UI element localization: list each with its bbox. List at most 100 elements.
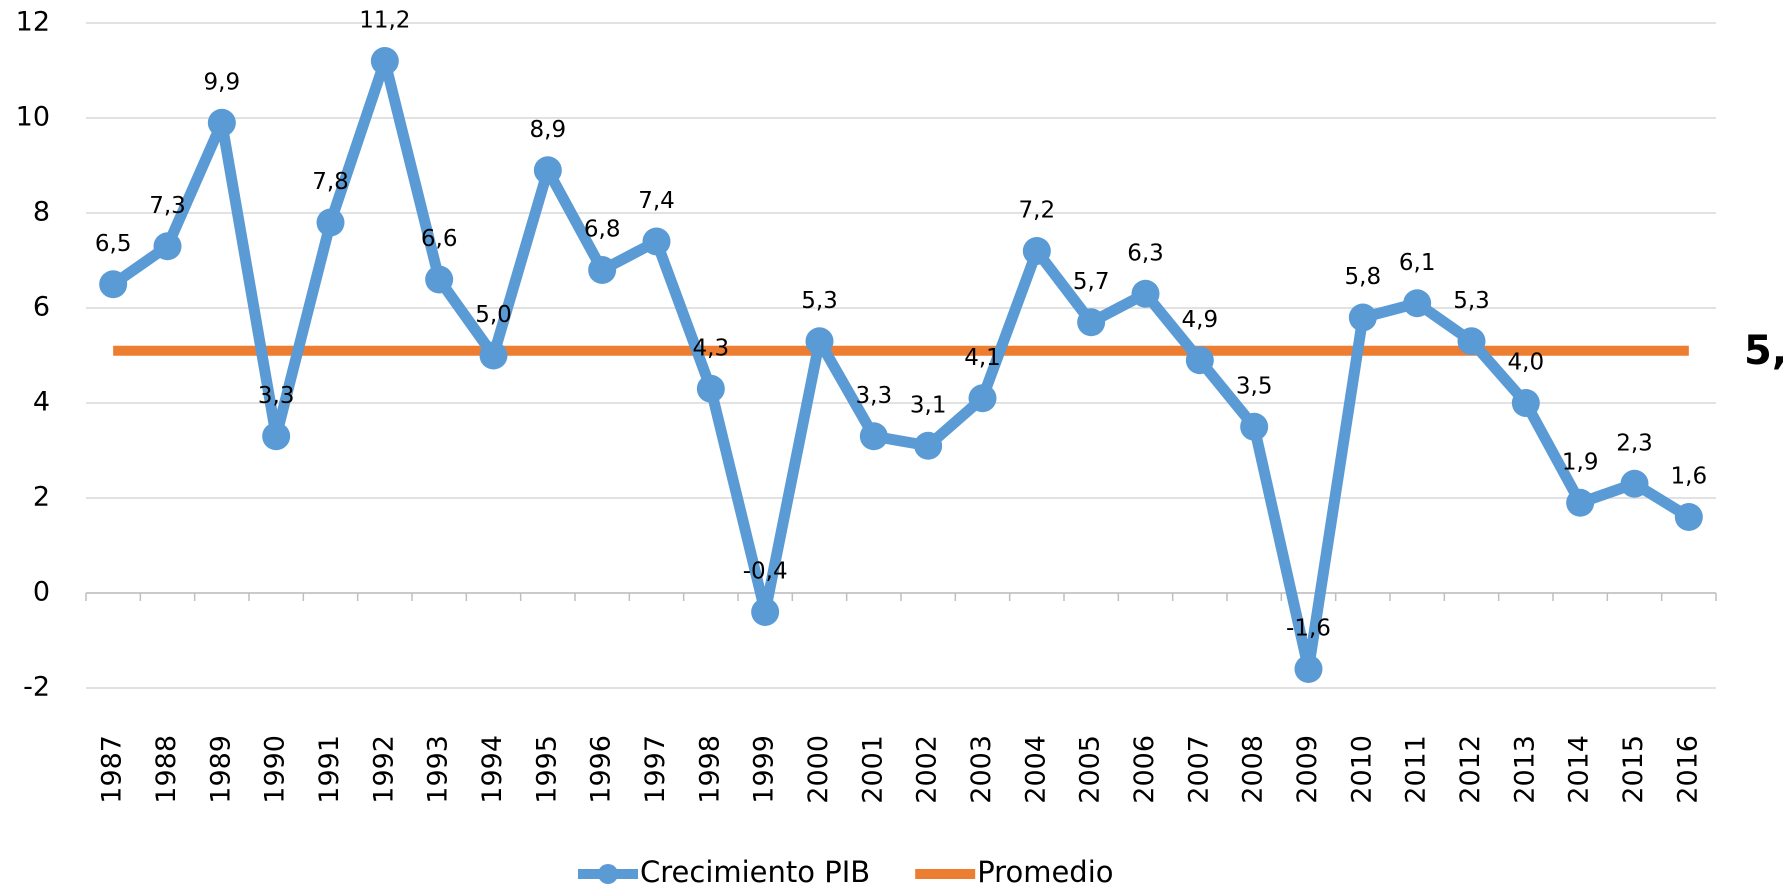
- x-tick-label: 1990: [260, 735, 291, 804]
- data-label: 2,3: [1616, 430, 1653, 456]
- data-label: 5,1: [1744, 328, 1784, 374]
- legend-marker: [598, 864, 618, 884]
- x-tick-label: 2010: [1346, 735, 1377, 804]
- data-label: 7,3: [149, 193, 186, 219]
- legend-label: Promedio: [977, 855, 1113, 888]
- data-label: 6,3: [1127, 240, 1164, 266]
- marker: [99, 270, 128, 299]
- x-tick-label: 1997: [640, 735, 671, 804]
- y-tick-label: 2: [33, 482, 50, 513]
- data-label: 4,3: [693, 335, 730, 361]
- x-tick-label: 1998: [694, 735, 725, 804]
- data-label: 5,3: [1453, 288, 1490, 314]
- data-label: 3,3: [856, 383, 893, 409]
- data-label: 4,1: [964, 345, 1001, 371]
- y-tick-label: -2: [23, 672, 50, 703]
- data-label: 6,5: [95, 231, 132, 257]
- data-label: 6,1: [1399, 250, 1436, 276]
- data-label: -0,4: [743, 559, 788, 585]
- marker: [1457, 327, 1486, 356]
- data-label: 7,8: [312, 169, 349, 195]
- x-tick-label: 1996: [586, 735, 617, 804]
- x-tick-label: 2003: [966, 735, 997, 804]
- y-tick-label: 8: [33, 197, 50, 228]
- marker: [533, 156, 562, 185]
- x-tick-label: 2012: [1455, 735, 1486, 804]
- marker: [153, 232, 182, 261]
- x-tick-label: 1987: [97, 735, 128, 804]
- marker: [1185, 346, 1214, 375]
- marker: [642, 227, 671, 256]
- marker: [1348, 303, 1377, 332]
- marker: [1077, 308, 1106, 337]
- marker: [805, 327, 834, 356]
- data-label: 5,0: [475, 302, 512, 328]
- marker: [1620, 469, 1649, 498]
- x-tick-label: 2013: [1509, 735, 1540, 804]
- marker: [1674, 503, 1703, 531]
- marker: [1511, 389, 1540, 417]
- marker: [207, 108, 236, 137]
- data-label: 4,0: [1508, 350, 1545, 376]
- marker: [859, 422, 888, 451]
- y-tick-label: 10: [16, 102, 50, 133]
- x-tick-label: 1989: [205, 735, 236, 804]
- marker: [914, 431, 943, 460]
- x-tick-label: 2011: [1401, 735, 1432, 804]
- data-label: 8,9: [530, 117, 567, 143]
- data-label: 3,1: [910, 392, 947, 418]
- x-tick-label: 2005: [1075, 735, 1106, 804]
- x-tick-label: 2008: [1238, 735, 1269, 804]
- marker: [479, 341, 508, 370]
- y-tick-label: 0: [33, 577, 50, 608]
- x-tick-label: 2004: [1020, 735, 1051, 804]
- data-label: -1,6: [1286, 616, 1331, 642]
- marker: [751, 598, 780, 626]
- marker: [1022, 237, 1051, 265]
- marker: [1566, 488, 1595, 517]
- data-label: 5,8: [1345, 264, 1382, 290]
- x-tick-label: 2007: [1183, 735, 1214, 804]
- legend-label: Crecimiento PIB: [640, 855, 870, 888]
- y-tick-label: 4: [33, 387, 50, 418]
- x-tick-label: 2016: [1672, 735, 1703, 804]
- x-tick-label: 1988: [151, 735, 182, 804]
- y-tick-label: 6: [33, 292, 50, 323]
- x-tick-label: 2002: [912, 735, 943, 804]
- x-tick-label: 2014: [1564, 735, 1595, 804]
- data-label: 7,2: [1019, 198, 1056, 224]
- y-tick-label: 12: [16, 7, 50, 38]
- x-tick-label: 2000: [803, 735, 834, 804]
- data-label: 1,9: [1562, 449, 1599, 475]
- x-tick-label: 1994: [477, 735, 508, 804]
- x-tick-label: 2001: [857, 735, 888, 804]
- marker: [262, 422, 291, 451]
- marker: [1131, 279, 1160, 308]
- marker: [696, 374, 725, 403]
- data-label: 5,3: [801, 288, 838, 314]
- x-tick-label: 1991: [314, 735, 345, 804]
- x-tick-label: 1999: [749, 735, 780, 804]
- data-label: 6,8: [584, 217, 621, 243]
- data-label: 3,5: [1236, 373, 1273, 399]
- x-tick-label: 1992: [368, 735, 399, 804]
- marker: [1240, 412, 1269, 441]
- marker: [1403, 289, 1432, 318]
- marker: [968, 384, 997, 413]
- x-tick-label: 2015: [1618, 735, 1649, 804]
- data-label: 1,6: [1671, 464, 1708, 490]
- data-label: 7,4: [638, 188, 675, 214]
- data-label: 6,6: [421, 226, 458, 252]
- x-tick-label: 1993: [423, 735, 454, 804]
- x-tick-label: 2009: [1292, 735, 1323, 804]
- data-label: 3,3: [258, 383, 295, 409]
- series-line: [110, 55, 1692, 675]
- marker: [588, 256, 617, 284]
- data-label: 9,9: [204, 69, 241, 95]
- marker: [1294, 655, 1323, 683]
- data-label: 5,7: [1073, 269, 1110, 295]
- marker: [425, 265, 454, 294]
- x-tick-label: 1995: [531, 735, 562, 804]
